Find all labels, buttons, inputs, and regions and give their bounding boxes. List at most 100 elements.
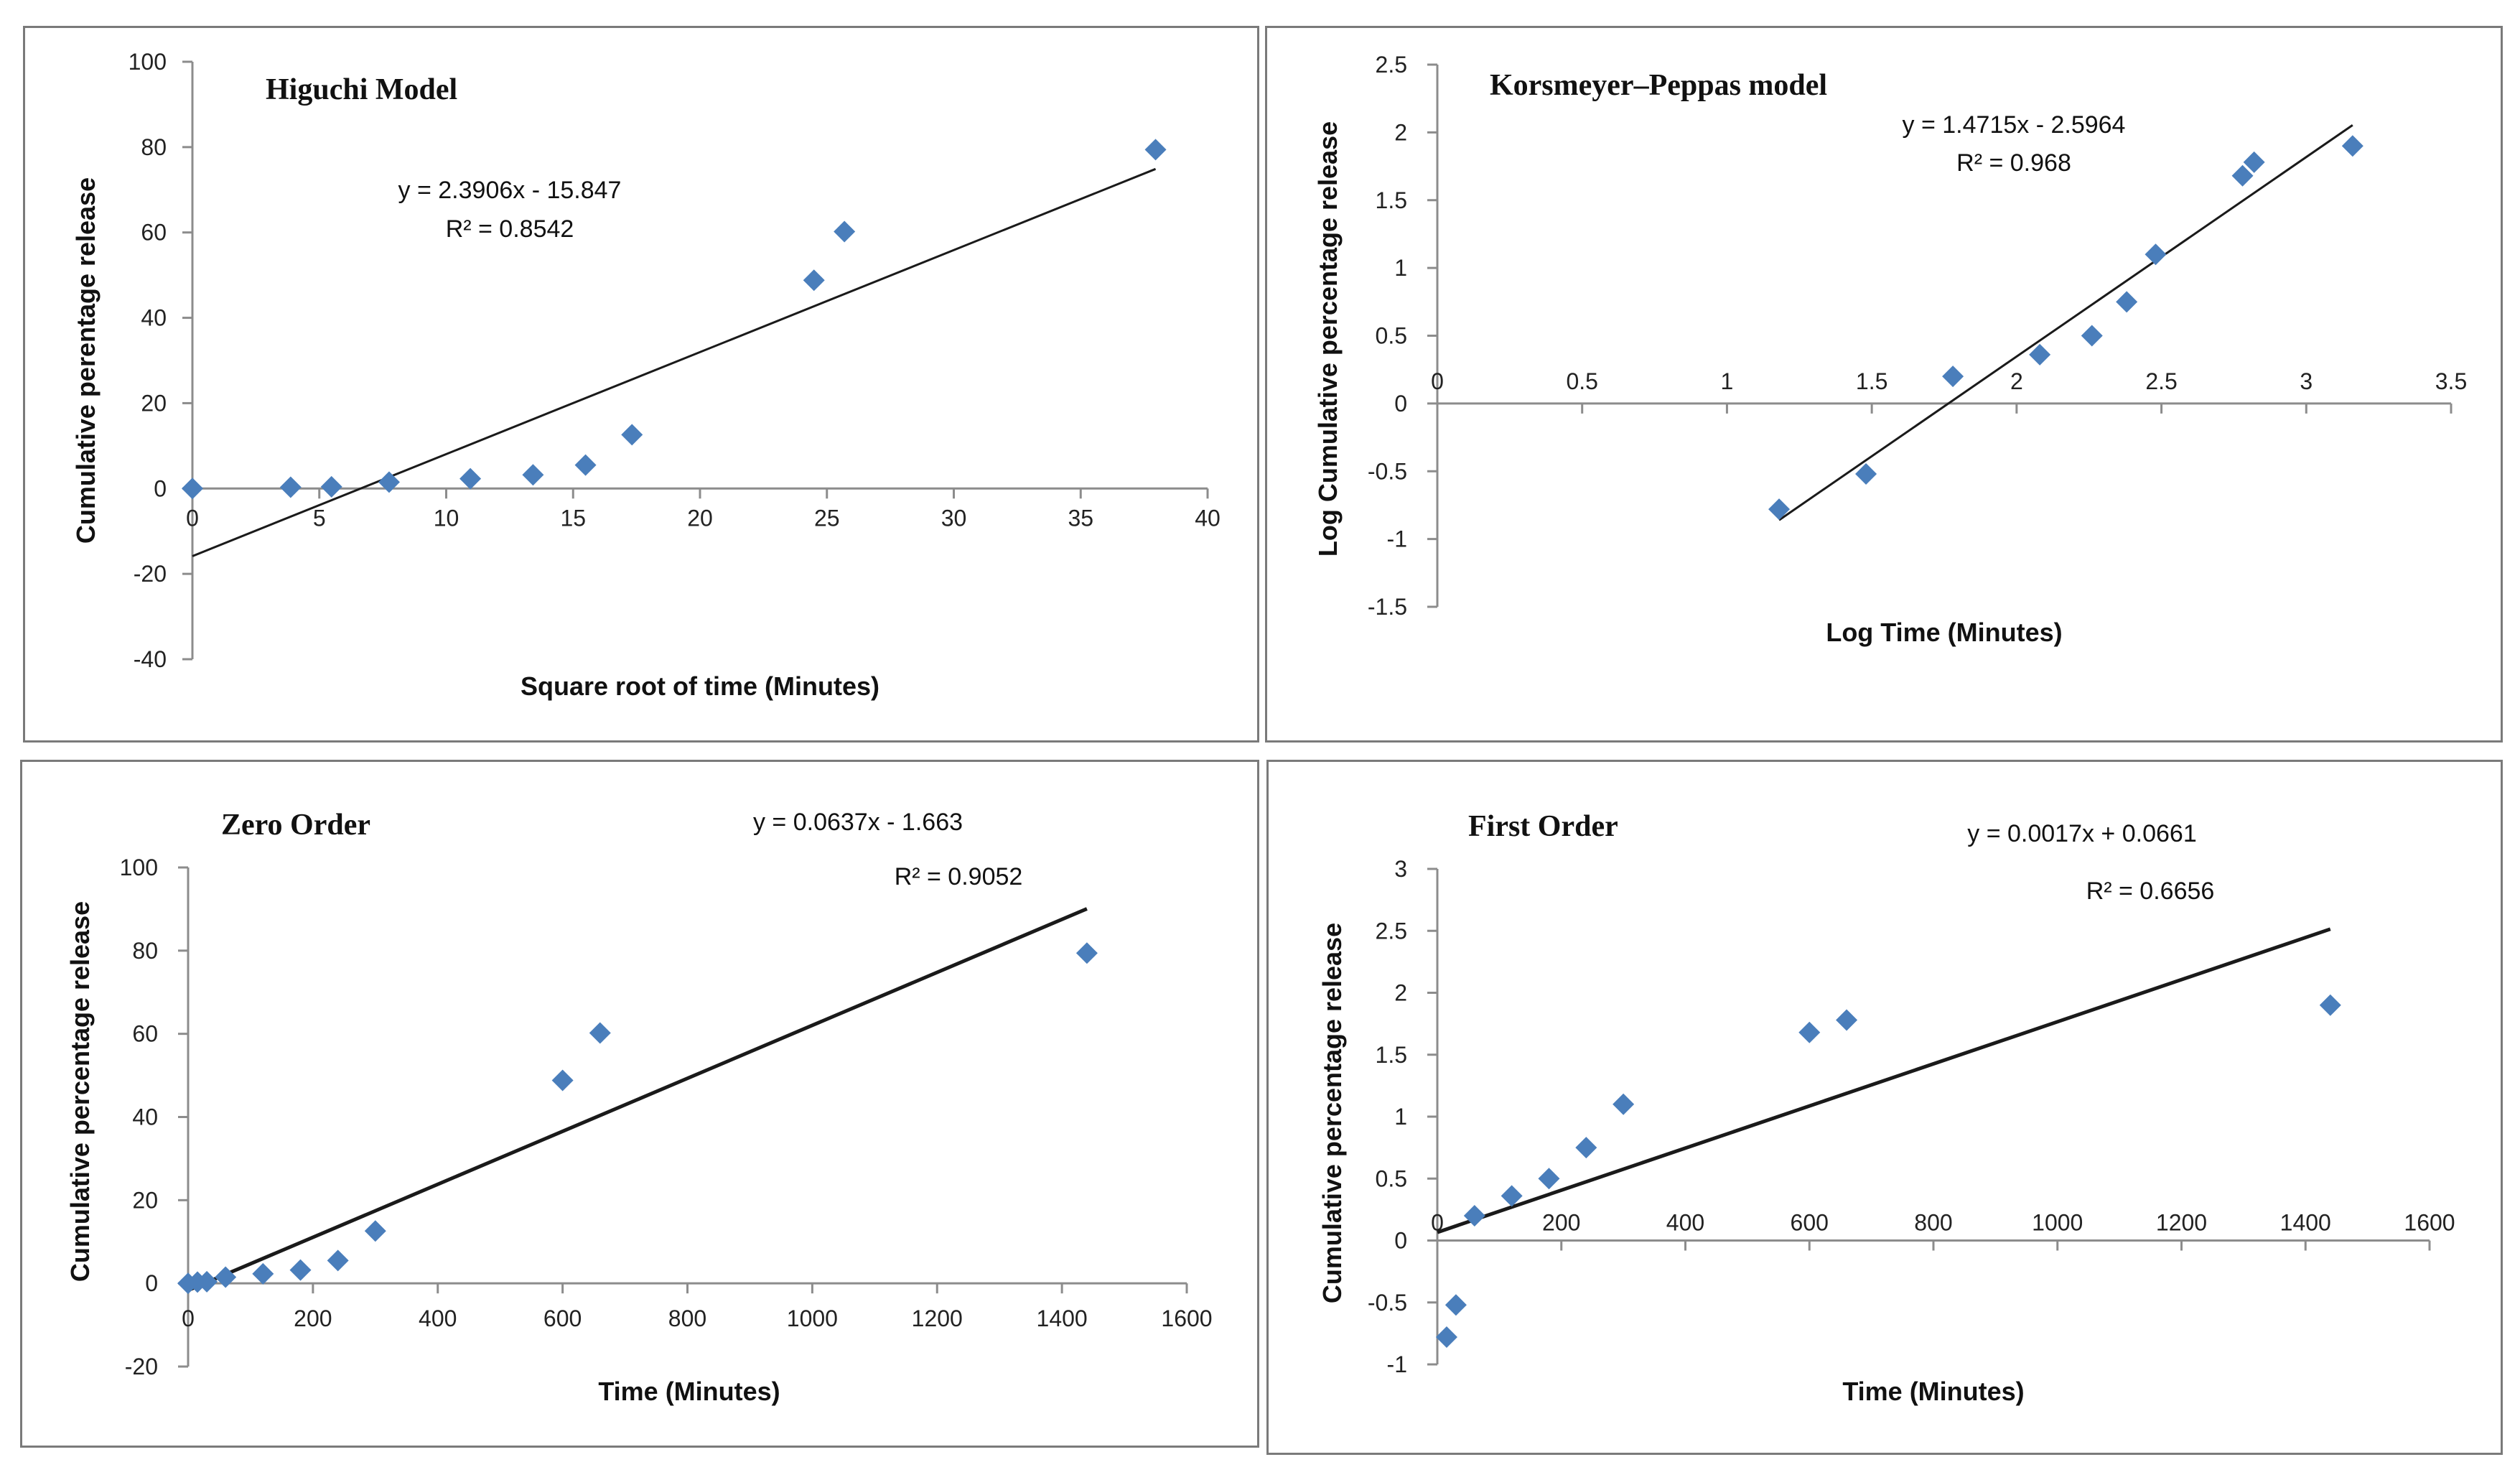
first-x-tick-label: 1200 <box>2156 1210 2207 1236</box>
first-y-axis-label: Cumulative percentage release <box>1317 923 1347 1303</box>
zero-x-tick-label: 800 <box>668 1306 706 1331</box>
panel-zero-order <box>20 760 1259 1448</box>
higuchi-data-point <box>522 464 544 486</box>
zero-data-point <box>196 1270 218 1293</box>
zero-data-point <box>551 1069 574 1092</box>
zero-y-tick-label: 0 <box>145 1270 158 1296</box>
korsmeyer-y-tick-label: 2 <box>1394 119 1407 145</box>
first-r-squared: R² = 0.6656 <box>2086 878 2215 905</box>
higuchi-r-squared: R² = 0.8542 <box>446 215 574 243</box>
higuchi-y-tick-label: 40 <box>141 305 167 331</box>
first-x-tick-label: 600 <box>1791 1210 1829 1236</box>
first-title: First Order <box>1468 810 1618 843</box>
zero-y-tick-label: 80 <box>132 938 158 964</box>
higuchi-data-point <box>574 454 597 476</box>
zero-x-tick-label: 0 <box>182 1306 195 1331</box>
korsmeyer-y-tick-label: -1.5 <box>1368 594 1407 620</box>
korsmeyer-trendline <box>1778 124 2353 521</box>
first-data-point <box>2319 994 2341 1016</box>
first-data-point <box>1836 1009 1858 1031</box>
zero-x-tick-label: 1600 <box>1161 1306 1212 1331</box>
first-trendline <box>1437 927 2331 1234</box>
zero-x-tick-label: 1400 <box>1037 1306 1088 1331</box>
higuchi-trendline <box>192 167 1157 557</box>
korsmeyer-data-point <box>1768 498 1791 521</box>
korsmeyer-data-point <box>2341 135 2363 157</box>
korsmeyer-data-point <box>2145 243 2167 266</box>
korsmeyer-y-axis-label: Log Cumulative percentage release <box>1313 121 1343 557</box>
korsmeyer-y-tick-label: 0.5 <box>1376 323 1407 349</box>
higuchi-x-tick-label: 35 <box>1068 505 1093 531</box>
higuchi-title: Higuchi Model <box>266 73 457 106</box>
korsmeyer-y-tick-label: 0 <box>1394 391 1407 416</box>
korsmeyer-x-tick-label: 0.5 <box>1566 368 1597 394</box>
first-y-tick-label: 1.5 <box>1376 1042 1407 1068</box>
first-x-tick-label: 1400 <box>2280 1210 2331 1236</box>
first-y-tick-label: 2.5 <box>1376 918 1407 944</box>
zero-x-tick-label: 200 <box>294 1306 332 1331</box>
korsmeyer-x-tick-label: 2 <box>2010 368 2023 394</box>
zero-y-tick-label: 60 <box>132 1021 158 1047</box>
zero-data-point <box>252 1262 274 1285</box>
higuchi-data-point <box>621 424 643 446</box>
korsmeyer-x-tick-label: 1.5 <box>1856 368 1887 394</box>
korsmeyer-y-tick-label: 1.5 <box>1376 187 1407 213</box>
korsmeyer-title: Korsmeyer–Peppas model <box>1490 69 1827 102</box>
higuchi-x-tick-label: 10 <box>434 505 459 531</box>
higuchi-data-point <box>803 269 825 292</box>
korsmeyer-x-tick-label: 3 <box>2300 368 2313 394</box>
higuchi-data-point <box>459 467 482 490</box>
first-y-tick-label: 3 <box>1394 856 1407 882</box>
first-y-tick-label: -0.5 <box>1368 1290 1407 1316</box>
panel-higuchi <box>23 26 1259 743</box>
zero-x-tick-label: 1200 <box>912 1306 963 1331</box>
first-x-tick-label: 1000 <box>2032 1210 2083 1236</box>
higuchi-y-tick-label: 60 <box>141 220 167 246</box>
higuchi-x-axis-label: Square root of time (Minutes) <box>521 671 879 701</box>
korsmeyer-x-tick-label: 0 <box>1431 368 1444 394</box>
first-y-tick-label: 0 <box>1394 1228 1407 1254</box>
korsmeyer-x-axis-label: Log Time (Minutes) <box>1826 618 2062 647</box>
first-x-tick-label: 200 <box>1542 1210 1580 1236</box>
first-y-tick-label: 2 <box>1394 980 1407 1006</box>
korsmeyer-y-tick-label: 2.5 <box>1376 52 1407 78</box>
higuchi-y-tick-label: 80 <box>141 134 167 160</box>
korsmeyer-equation: y = 1.4715x - 2.5964 <box>1903 111 2126 139</box>
first-y-tick-label: 0.5 <box>1376 1165 1407 1191</box>
higuchi-y-tick-label: -40 <box>134 646 167 672</box>
korsmeyer-data-point <box>2081 325 2103 347</box>
korsmeyer-x-tick-label: 3.5 <box>2435 368 2467 394</box>
zero-data-point <box>364 1220 386 1242</box>
zero-equation: y = 0.0637x - 1.663 <box>753 809 963 836</box>
higuchi-y-tick-label: 0 <box>154 475 167 501</box>
first-x-axis-label: Time (Minutes) <box>1842 1377 2024 1406</box>
zero-y-tick-label: 100 <box>120 855 158 880</box>
korsmeyer-data-point <box>2231 164 2254 187</box>
higuchi-y-tick-label: 100 <box>129 49 167 75</box>
higuchi-x-tick-label: 15 <box>560 505 586 531</box>
zero-x-tick-label: 400 <box>419 1306 457 1331</box>
higuchi-equation: y = 2.3906x - 15.847 <box>398 177 622 204</box>
higuchi-data-point <box>182 478 203 500</box>
panel-first-order <box>1266 760 2503 1455</box>
first-data-point <box>1463 1205 1485 1227</box>
korsmeyer-r-squared: R² = 0.968 <box>1956 149 2071 177</box>
zero-title: Zero Order <box>221 809 370 842</box>
first-x-tick-label: 0 <box>1431 1210 1444 1236</box>
zero-y-tick-label: 20 <box>132 1187 158 1213</box>
first-x-tick-label: 800 <box>1914 1210 1952 1236</box>
higuchi-x-tick-label: 20 <box>687 505 713 531</box>
higuchi-data-point <box>834 220 856 243</box>
zero-data-point <box>327 1249 349 1272</box>
higuchi-y-tick-label: -20 <box>134 561 167 587</box>
korsmeyer-data-point <box>2243 151 2265 173</box>
korsmeyer-x-tick-label: 1 <box>1721 368 1734 394</box>
zero-data-point <box>289 1259 312 1281</box>
zero-y-axis-label: Cumulative percentage release <box>65 901 95 1282</box>
korsmeyer-y-tick-label: 1 <box>1394 255 1407 281</box>
korsmeyer-y-tick-label: -0.5 <box>1368 458 1407 484</box>
first-data-point <box>1798 1021 1821 1043</box>
first-data-point <box>1445 1294 1467 1316</box>
higuchi-data-point <box>320 475 342 498</box>
